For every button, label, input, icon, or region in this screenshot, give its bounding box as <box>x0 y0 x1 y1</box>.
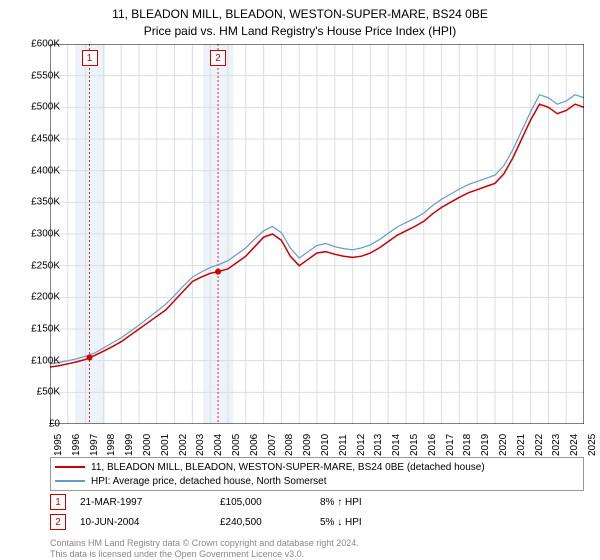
x-tick-label: 2003 <box>195 434 206 456</box>
x-tick-label: 1995 <box>53 434 64 456</box>
x-tick-label: 2014 <box>391 434 402 456</box>
x-tick-label: 2013 <box>373 434 384 456</box>
x-tick-label: 2002 <box>178 434 189 456</box>
sale-row: 1 21-MAR-1997 £105,000 8% ↑ HPI <box>50 494 362 510</box>
legend-label: 11, BLEADON MILL, BLEADON, WESTON-SUPER-… <box>91 462 485 473</box>
x-tick-label: 2024 <box>569 434 580 456</box>
x-tick-label: 2019 <box>480 434 491 456</box>
sale-row: 2 10-JUN-2004 £240,500 5% ↓ HPI <box>50 514 362 530</box>
x-tick-label: 2008 <box>284 434 295 456</box>
x-tick-label: 2007 <box>267 434 278 456</box>
x-tick-label: 2012 <box>356 434 367 456</box>
x-tick-label: 2025 <box>587 434 598 456</box>
sale-date: 21-MAR-1997 <box>80 497 220 508</box>
legend-row: 11, BLEADON MILL, BLEADON, WESTON-SUPER-… <box>55 460 579 474</box>
x-tick-label: 2010 <box>320 434 331 456</box>
y-tick-label: £50K <box>37 387 60 398</box>
y-tick-label: £350K <box>31 197 60 208</box>
sale-date: 10-JUN-2004 <box>80 517 220 528</box>
x-tick-label: 2017 <box>445 434 456 456</box>
y-tick-label: £100K <box>31 355 60 366</box>
chart-flag: 1 <box>82 50 98 66</box>
x-tick-label: 2001 <box>160 434 171 456</box>
y-tick-label: £150K <box>31 324 60 335</box>
legend-swatch <box>55 480 85 482</box>
footer-line2: This data is licensed under the Open Gov… <box>50 549 359 560</box>
x-tick-label: 1996 <box>71 434 82 456</box>
x-tick-label: 2022 <box>534 434 545 456</box>
legend-label: HPI: Average price, detached house, Nort… <box>91 476 327 487</box>
legend-swatch <box>55 466 85 468</box>
y-tick-label: £400K <box>31 165 60 176</box>
x-tick-label: 2018 <box>462 434 473 456</box>
sale-price: £105,000 <box>220 497 320 508</box>
x-tick-label: 2016 <box>427 434 438 456</box>
x-tick-label: 2011 <box>338 434 349 456</box>
legend: 11, BLEADON MILL, BLEADON, WESTON-SUPER-… <box>50 457 584 491</box>
sale-delta: 8% ↑ HPI <box>320 497 362 508</box>
x-tick-label: 1997 <box>89 434 100 456</box>
y-tick-label: £500K <box>31 102 60 113</box>
chart-title-line2: Price paid vs. HM Land Registry's House … <box>0 23 600 40</box>
x-tick-label: 1999 <box>124 434 135 456</box>
x-tick-label: 2005 <box>231 434 242 456</box>
x-tick-label: 2021 <box>516 434 527 456</box>
x-tick-label: 2020 <box>498 434 509 456</box>
y-tick-label: £0 <box>49 419 60 430</box>
y-tick-label: £550K <box>31 70 60 81</box>
legend-row: HPI: Average price, detached house, Nort… <box>55 474 579 488</box>
x-tick-label: 2000 <box>142 434 153 456</box>
chart-container: 11, BLEADON MILL, BLEADON, WESTON-SUPER-… <box>0 0 600 560</box>
footer: Contains HM Land Registry data © Crown c… <box>50 538 359 560</box>
x-tick-label: 2023 <box>551 434 562 456</box>
x-tick-label: 1998 <box>106 434 117 456</box>
x-tick-label: 2004 <box>213 434 224 456</box>
x-tick-label: 2009 <box>302 434 313 456</box>
chart-svg <box>50 44 584 424</box>
y-tick-label: £600K <box>31 39 60 50</box>
y-tick-label: £450K <box>31 134 60 145</box>
footer-line1: Contains HM Land Registry data © Crown c… <box>50 538 359 549</box>
y-tick-label: £250K <box>31 260 60 271</box>
chart-title-line1: 11, BLEADON MILL, BLEADON, WESTON-SUPER-… <box>0 0 600 23</box>
y-tick-label: £200K <box>31 292 60 303</box>
x-tick-label: 2015 <box>409 434 420 456</box>
sale-flag: 2 <box>50 514 66 530</box>
y-tick-label: £300K <box>31 229 60 240</box>
sale-delta: 5% ↓ HPI <box>320 517 362 528</box>
x-tick-label: 2006 <box>249 434 260 456</box>
sale-flag: 1 <box>50 494 66 510</box>
sale-price: £240,500 <box>220 517 320 528</box>
chart-flag: 2 <box>210 50 226 66</box>
chart-plot-area <box>50 44 584 424</box>
